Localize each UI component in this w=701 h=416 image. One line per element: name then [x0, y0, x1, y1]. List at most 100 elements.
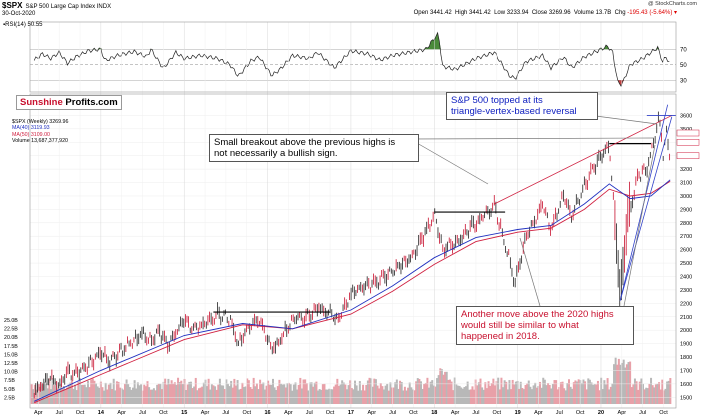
- volume-bar: [503, 380, 506, 404]
- time-tick: Jul: [639, 410, 646, 416]
- volume-bar: [498, 389, 501, 404]
- rsi-oversold-fill: [34, 80, 670, 87]
- volume-bar: [585, 389, 588, 404]
- price-marker: [676, 139, 700, 146]
- volume-bar: [416, 378, 419, 404]
- volume-bar: [535, 387, 538, 404]
- volume-bar: [601, 389, 604, 404]
- chart-legend: $SPX (Weekly) 3269.96 MA(40) 3119.93 MA(…: [12, 119, 68, 144]
- volume-bar: [342, 382, 345, 404]
- volume-bar: [83, 384, 86, 404]
- volume-bar: [471, 386, 474, 404]
- volume-bar: [661, 379, 664, 404]
- volume-bar: [485, 388, 488, 404]
- volume-bar: [529, 386, 532, 404]
- volume-bar: [312, 386, 315, 404]
- volume-bar: [439, 368, 442, 404]
- volume-bar: [140, 384, 143, 404]
- volume-bar: [85, 387, 88, 404]
- rsi-panel: [30, 31, 676, 87]
- volume-bar: [580, 383, 583, 404]
- volume-bar: [234, 385, 237, 404]
- volume-bar: [524, 384, 527, 404]
- volume-bar: [112, 378, 115, 404]
- time-tick: Jul: [222, 410, 229, 416]
- volume-bar: [164, 378, 167, 404]
- volume-bar: [403, 386, 406, 404]
- volume-bar: [556, 389, 559, 404]
- volume-bar: [206, 386, 209, 404]
- volume-bar: [358, 381, 361, 404]
- volume-bar: [458, 385, 461, 404]
- volume-bar: [170, 380, 173, 404]
- time-tick: Jul: [139, 410, 146, 416]
- volume-bar: [132, 387, 135, 404]
- price-tick: 1700: [680, 368, 692, 374]
- volume-bar: [167, 378, 170, 404]
- volume-bar: [173, 382, 176, 404]
- annotation-another-move: Another move above the 2020 highs would s…: [456, 306, 634, 345]
- volume-tick: 7.5B: [4, 378, 15, 384]
- volume-bar: [236, 380, 239, 404]
- volume-bar: [202, 382, 205, 404]
- volume-bar: [445, 371, 448, 404]
- volume-bar: [265, 385, 268, 404]
- volume-bar: [466, 381, 469, 404]
- volume-bar: [276, 386, 279, 404]
- volume-bar: [355, 385, 358, 404]
- volume-bar: [595, 384, 598, 404]
- axes: 7050303600350034003300320031003000290028…: [4, 21, 700, 416]
- volume-bar: [191, 388, 194, 404]
- volume-bar: [415, 381, 418, 404]
- volume-bar: [563, 388, 566, 404]
- price-tick: 2500: [680, 261, 692, 267]
- volume-bar: [59, 383, 62, 404]
- volume-bar: [223, 389, 226, 404]
- volume-bar: [376, 385, 379, 404]
- time-tick: Jul: [306, 410, 313, 416]
- volume-bar: [185, 390, 188, 404]
- volume-bar: [666, 381, 669, 404]
- volume-bar: [82, 384, 85, 404]
- volume-bar: [519, 381, 522, 404]
- volume-bar: [246, 378, 249, 404]
- volume-bar: [389, 382, 392, 404]
- volume-bar: [371, 386, 374, 404]
- price-tick: 1800: [680, 355, 692, 361]
- symbol-title: $SPX S&P 500 Large Cap Index INDX: [2, 1, 112, 10]
- volume-bar: [292, 384, 295, 404]
- price-tick: 2800: [680, 221, 692, 227]
- volume-bar: [617, 358, 620, 404]
- legend-ma40: MA(40) 3119.93: [12, 125, 50, 132]
- volume-bar: [157, 383, 160, 404]
- volume-bar: [212, 385, 215, 404]
- volume-bar: [431, 380, 434, 404]
- volume-bar: [643, 389, 646, 404]
- volume-bar: [633, 378, 636, 404]
- volume-bar: [526, 383, 529, 404]
- volume-bar: [423, 383, 426, 404]
- volume-bar: [572, 382, 575, 404]
- volume-bar: [444, 371, 447, 404]
- volume-bar: [587, 378, 590, 404]
- rsi-frame: [29, 21, 677, 93]
- volume-bar: [603, 380, 606, 404]
- volume-bar: [656, 383, 659, 404]
- volume-bar: [281, 384, 284, 404]
- volume-bar: [637, 389, 640, 404]
- volume-bar: [296, 389, 299, 404]
- volume-bar: [548, 384, 551, 404]
- volume-bar: [138, 385, 141, 404]
- volume-bar: [511, 379, 514, 404]
- price-tick: 3200: [680, 167, 692, 173]
- volume-bar: [45, 383, 48, 404]
- volume-bar: [379, 383, 382, 404]
- volume-bar: [188, 381, 191, 404]
- volume-bar: [88, 387, 91, 404]
- volume-bar: [300, 388, 303, 404]
- volume-bar: [238, 389, 241, 404]
- volume-bar: [69, 382, 72, 404]
- volume-bar: [616, 364, 619, 404]
- volume-bar: [226, 383, 229, 404]
- volume-bar: [302, 379, 305, 404]
